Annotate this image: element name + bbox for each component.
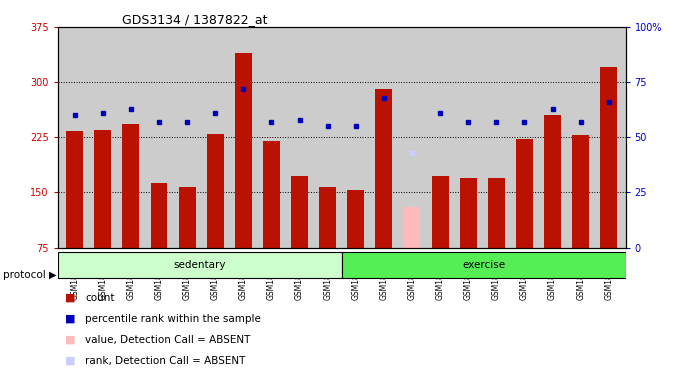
- Bar: [319, 187, 336, 248]
- Bar: [207, 134, 224, 248]
- Bar: [122, 124, 139, 248]
- Bar: [291, 176, 308, 248]
- Bar: [235, 53, 252, 248]
- Bar: [600, 67, 617, 248]
- Text: ■: ■: [65, 356, 75, 366]
- Text: rank, Detection Call = ABSENT: rank, Detection Call = ABSENT: [85, 356, 245, 366]
- Bar: [403, 207, 420, 248]
- Bar: [460, 178, 477, 248]
- Text: exercise: exercise: [462, 260, 505, 270]
- Bar: [179, 187, 196, 248]
- Text: ■: ■: [65, 335, 75, 345]
- Bar: [432, 175, 449, 248]
- Bar: [572, 135, 589, 248]
- Text: ■: ■: [65, 314, 75, 324]
- Text: percentile rank within the sample: percentile rank within the sample: [85, 314, 261, 324]
- Text: sedentary: sedentary: [173, 260, 226, 270]
- Bar: [544, 115, 561, 248]
- Bar: [488, 178, 505, 248]
- Bar: [150, 183, 167, 248]
- Bar: [347, 190, 364, 248]
- Text: GDS3134 / 1387822_at: GDS3134 / 1387822_at: [122, 13, 268, 26]
- Bar: [95, 130, 112, 248]
- Text: value, Detection Call = ABSENT: value, Detection Call = ABSENT: [85, 335, 250, 345]
- Bar: [516, 139, 533, 248]
- Bar: [263, 141, 280, 248]
- Bar: [341, 252, 626, 278]
- Bar: [66, 131, 83, 248]
- Bar: [58, 252, 341, 278]
- Bar: [375, 89, 392, 248]
- Text: count: count: [85, 293, 114, 303]
- Text: protocol: protocol: [3, 270, 46, 280]
- Text: ▶: ▶: [49, 270, 56, 280]
- Text: ■: ■: [65, 293, 75, 303]
